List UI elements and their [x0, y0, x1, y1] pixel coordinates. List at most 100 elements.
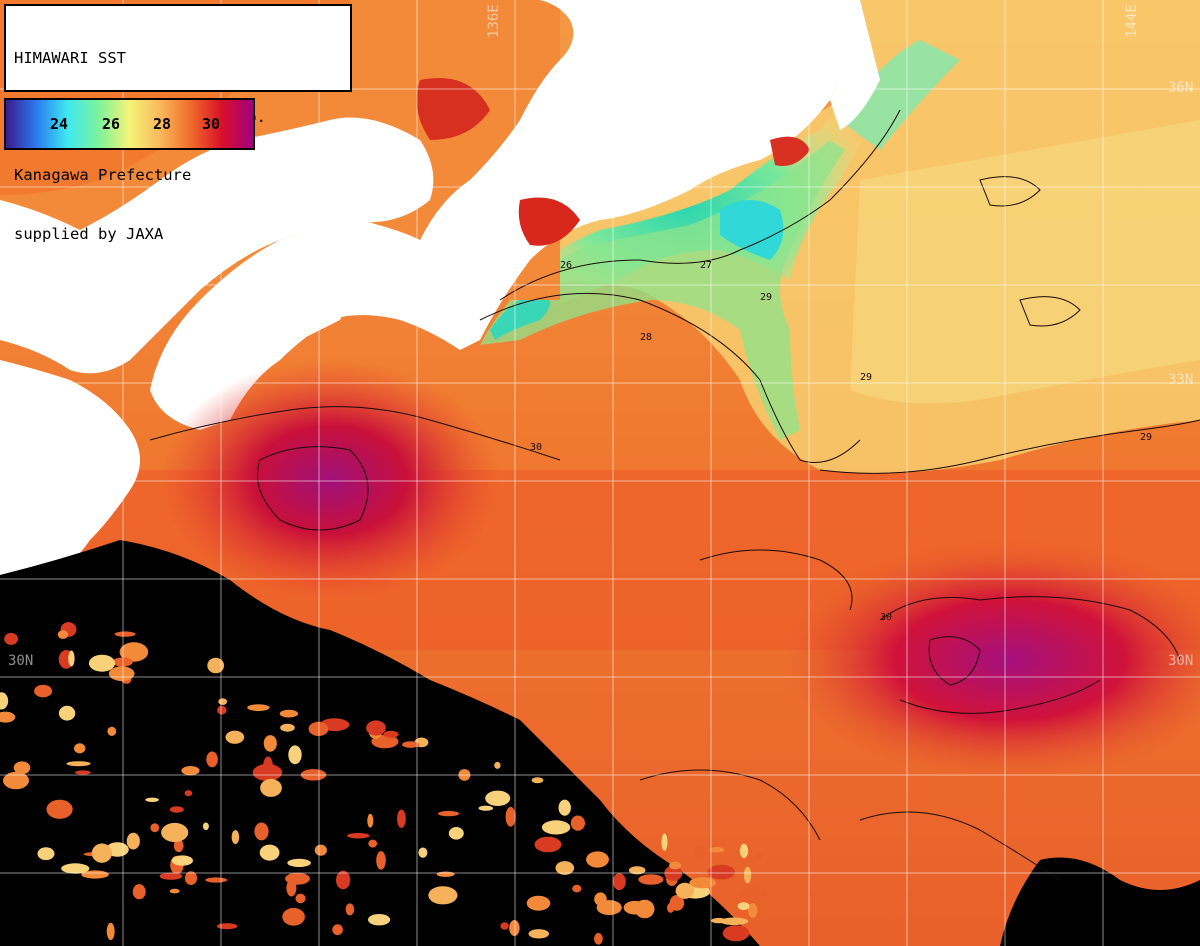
sst-fragment: [528, 929, 550, 939]
sst-fragment: [438, 810, 460, 817]
sst-fragment: [755, 853, 763, 861]
sst-fragment: [478, 805, 494, 811]
contour-label: 29: [860, 372, 872, 383]
sst-fragment: [586, 851, 609, 868]
sst-fragment: [106, 922, 115, 941]
nw-red-spot: [416, 78, 490, 140]
map-region: Kanagawa Prefecture: [14, 166, 192, 184]
map-title: HIMAWARI SST: [14, 49, 126, 67]
sst-fragment: [13, 761, 31, 775]
sst-fragment: [218, 698, 228, 705]
sst-fragment: [555, 861, 575, 875]
sst-fragment: [46, 799, 73, 819]
sst-fragment: [74, 770, 91, 775]
contour-label: 30: [530, 442, 542, 453]
cyan-bay: [720, 200, 784, 260]
sst-fragment: [181, 766, 200, 776]
sst-fragment: [397, 809, 406, 828]
sst-fragment: [719, 917, 749, 926]
sst-fragment: [376, 851, 386, 870]
sst-fragment: [150, 823, 160, 833]
sst-fragment: [225, 730, 245, 744]
legend-gradient: [6, 100, 253, 148]
sst-fragment: [531, 777, 544, 784]
sst-fragment: [0, 711, 16, 723]
sst-fragment: [287, 858, 311, 868]
sst-fragment: [282, 907, 305, 926]
sst-fragment: [722, 925, 750, 942]
sst-fragment: [171, 855, 193, 866]
map-credit: supplied by JAXA: [14, 224, 164, 243]
sst-fragment: [739, 886, 767, 900]
sst-fragment: [288, 745, 302, 765]
sst-fragment: [260, 778, 282, 797]
sst-fragment: [494, 761, 501, 769]
sst-fragment: [173, 839, 184, 853]
sst-fragment: [57, 630, 69, 639]
sst-fragment: [114, 631, 136, 637]
sst-fragment: [418, 847, 428, 858]
sst-fragment: [4, 632, 18, 645]
sst-fragment: [159, 872, 183, 880]
sst-fragment: [368, 839, 378, 848]
lat-label-36: 36N: [1168, 80, 1194, 96]
sst-fragment: [367, 813, 374, 828]
sst-fragment: [37, 847, 55, 861]
sst-fragment: [509, 920, 520, 936]
sst-fragment: [207, 657, 225, 674]
hot-core-west: [160, 360, 500, 600]
sst-fragment: [436, 871, 455, 877]
sst-fragment: [119, 642, 149, 662]
sst-fragment: [3, 771, 29, 790]
sst-fragment: [689, 877, 717, 889]
sst-fragment: [594, 933, 603, 945]
sst-fragment: [345, 903, 355, 916]
legend-tick-28: 28: [152, 115, 172, 133]
sst-fragment: [737, 902, 750, 910]
cloud-mask-east: [1000, 857, 1200, 946]
sst-fragment: [623, 900, 646, 915]
contour-label: 30: [880, 612, 892, 623]
sst-fragment: [217, 923, 238, 930]
sst-fragment: [247, 704, 270, 711]
land-kyushu: [0, 360, 140, 580]
sst-fragment: [0, 692, 9, 710]
sst-fragment: [743, 866, 752, 884]
contour-label: 27: [700, 260, 712, 271]
sst-fragment: [169, 888, 180, 894]
sst-fragment: [347, 832, 370, 839]
legend-tick-26: 26: [101, 115, 121, 133]
sst-fragment: [694, 846, 705, 859]
sst-fragment: [184, 871, 198, 885]
sst-fragment: [402, 741, 420, 748]
sst-fragment: [88, 654, 116, 672]
lat-label-33-left: 33N: [8, 372, 34, 388]
red-spot-east: [770, 136, 810, 166]
lat-label-30-right: 30N: [1168, 653, 1194, 669]
sst-fragment: [108, 666, 135, 682]
sst-fragment: [81, 870, 109, 879]
sst-fragment: [161, 822, 189, 843]
sst-fragment: [217, 705, 227, 715]
sst-fragment: [572, 884, 582, 893]
sst-fragment: [231, 830, 240, 845]
sst-fragment: [91, 843, 112, 863]
sst-fragment: [366, 720, 386, 736]
land-honshu: [150, 0, 860, 430]
sst-fragment: [669, 861, 682, 870]
sst-fragment: [66, 761, 91, 767]
sst-fragment: [638, 874, 664, 885]
sst-fragment: [505, 806, 516, 827]
sst-fragment: [259, 844, 280, 861]
hot-core-east: [780, 540, 1200, 780]
legend-tick-30: 30: [201, 115, 221, 133]
lat-label-30-left: 30N: [8, 653, 34, 669]
sst-fragment: [263, 735, 277, 752]
land-shikoku: [237, 286, 343, 360]
sst-fragment: [280, 723, 295, 732]
sst-fragment: [61, 863, 90, 874]
sst-fragment: [541, 820, 571, 835]
sst-fragment: [314, 844, 327, 856]
sst-fragment: [126, 832, 140, 850]
